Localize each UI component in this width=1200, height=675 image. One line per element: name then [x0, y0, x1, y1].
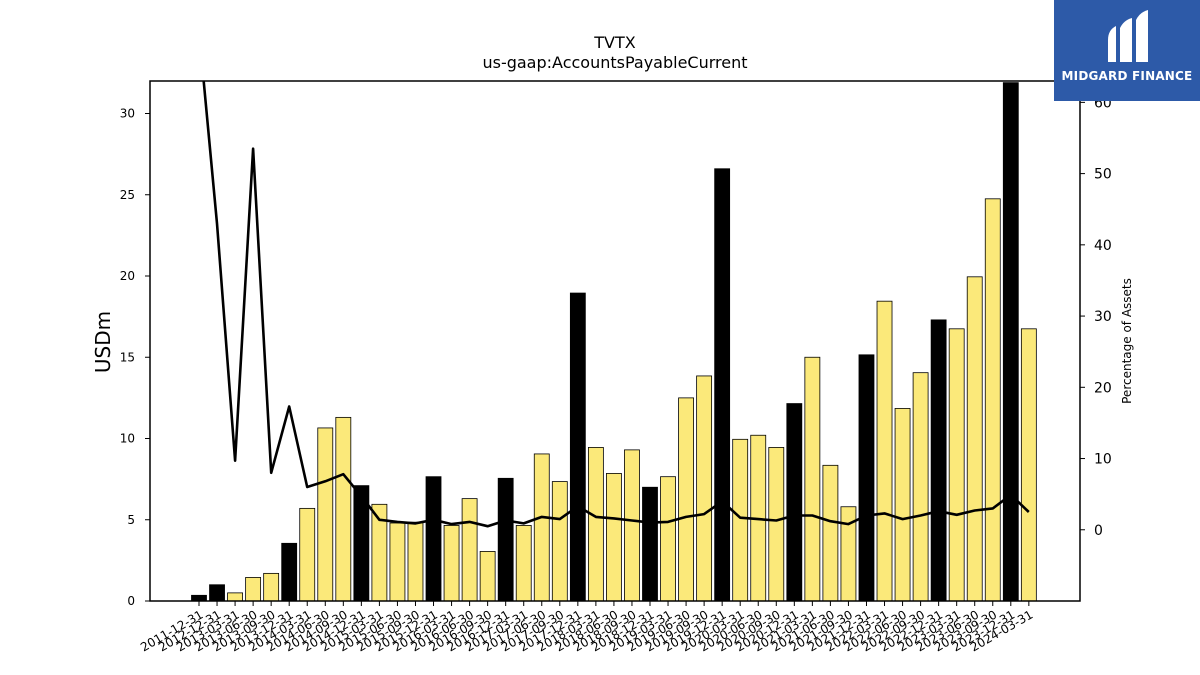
x-tick-labels: 2011-12-312012-12-312013-03-312013-06-30…: [138, 607, 1035, 654]
bar-2022-09-30: [912, 372, 929, 601]
chart-subtitle: us-gaap:AccountsPayableCurrent: [482, 53, 747, 72]
bar-2023-03-31: [948, 328, 965, 601]
y-tick-label: 10: [120, 432, 135, 446]
bars-group: [191, 82, 1037, 601]
bar-2022-12-31: [930, 319, 947, 601]
bar-2023-12-31: [1002, 82, 1019, 601]
bar-2013-12-31: [281, 542, 298, 601]
brand-logo: MIDGARD FINANCE: [1054, 0, 1200, 101]
y-axis-label: USDm: [91, 311, 115, 373]
bar-2015-09-30: [407, 521, 424, 601]
bar-2021-03-31: [804, 356, 821, 601]
bar-2018-12-31: [642, 486, 658, 601]
bar-2022-03-31: [876, 300, 893, 601]
bar-2021-09-30: [840, 506, 857, 601]
bar-2021-06-30: [822, 464, 839, 601]
y2-tick-label: 20: [1094, 380, 1112, 396]
bar-2022-06-30: [894, 408, 911, 601]
logo-text: MIDGARD FINANCE: [1061, 69, 1193, 83]
bar-2016-06-30: [461, 498, 478, 601]
percentage-line: [202, 81, 1030, 528]
y2-axis-label: Percentage of Assets: [1120, 278, 1134, 404]
bar-2012-12-31: [209, 584, 225, 601]
bar-2024-03-31: [1020, 328, 1037, 601]
bar-2016-09-30: [479, 551, 496, 601]
bar-2019-12-31: [714, 168, 731, 601]
bar-2018-03-31: [587, 447, 604, 601]
y2-tick-label: 30: [1094, 309, 1112, 325]
bar-2018-09-30: [624, 449, 640, 601]
bar-2014-12-31: [353, 485, 370, 601]
bar-2011-12-31: [191, 594, 207, 601]
bar-2019-06-30: [678, 397, 694, 601]
bar-2016-12-31: [497, 477, 514, 601]
y-tick-label: 0: [127, 594, 135, 608]
bar-2017-06-30: [533, 453, 550, 601]
bar-2023-06-30: [966, 276, 983, 601]
bar-2018-06-30: [606, 473, 622, 601]
y2-tick-label: 0: [1094, 523, 1103, 539]
y-tick-label: 15: [120, 350, 135, 364]
bar-2017-03-31: [515, 525, 532, 601]
bar-2020-03-31: [732, 438, 749, 601]
bar-2014-06-30: [317, 427, 334, 601]
bar-2014-09-30: [335, 416, 352, 601]
y-tick-label: 5: [127, 513, 135, 527]
bar-2021-12-31: [858, 354, 875, 601]
y2-tick-label: 10: [1094, 452, 1112, 468]
bar-2014-03-31: [299, 507, 316, 601]
bar-2020-12-31: [786, 403, 803, 601]
bar-2013-09-30: [263, 572, 280, 601]
bar-2019-03-31: [660, 476, 676, 601]
bar-2023-09-30: [984, 198, 1001, 601]
y-tick-label: 20: [120, 269, 135, 283]
bar-2013-03-31: [227, 592, 243, 601]
line-group: [202, 81, 1030, 528]
bar-2019-09-30: [696, 375, 713, 601]
bar-2017-12-31: [569, 292, 586, 601]
chart-title: TVTX: [593, 33, 635, 52]
plot-frame: [149, 80, 1081, 602]
y-tick-label: 30: [120, 107, 135, 121]
bar-2016-03-31: [443, 525, 460, 601]
bar-2015-12-31: [425, 476, 442, 601]
bar-2020-09-30: [768, 447, 785, 601]
y2-tick-label: 50: [1094, 167, 1112, 183]
bar-2017-09-30: [551, 481, 568, 601]
axes-group: [145, 80, 1085, 606]
logo-mark-icon: [1108, 10, 1148, 62]
y-tick-label: 25: [120, 188, 135, 202]
bar-2015-03-31: [371, 503, 388, 601]
bar-2015-06-30: [389, 522, 406, 601]
y-tick-labels: 0 5 10 15 20 25 30: [120, 107, 135, 609]
bar-2013-06-30: [245, 577, 262, 601]
y2-tick-label: 40: [1094, 238, 1112, 254]
